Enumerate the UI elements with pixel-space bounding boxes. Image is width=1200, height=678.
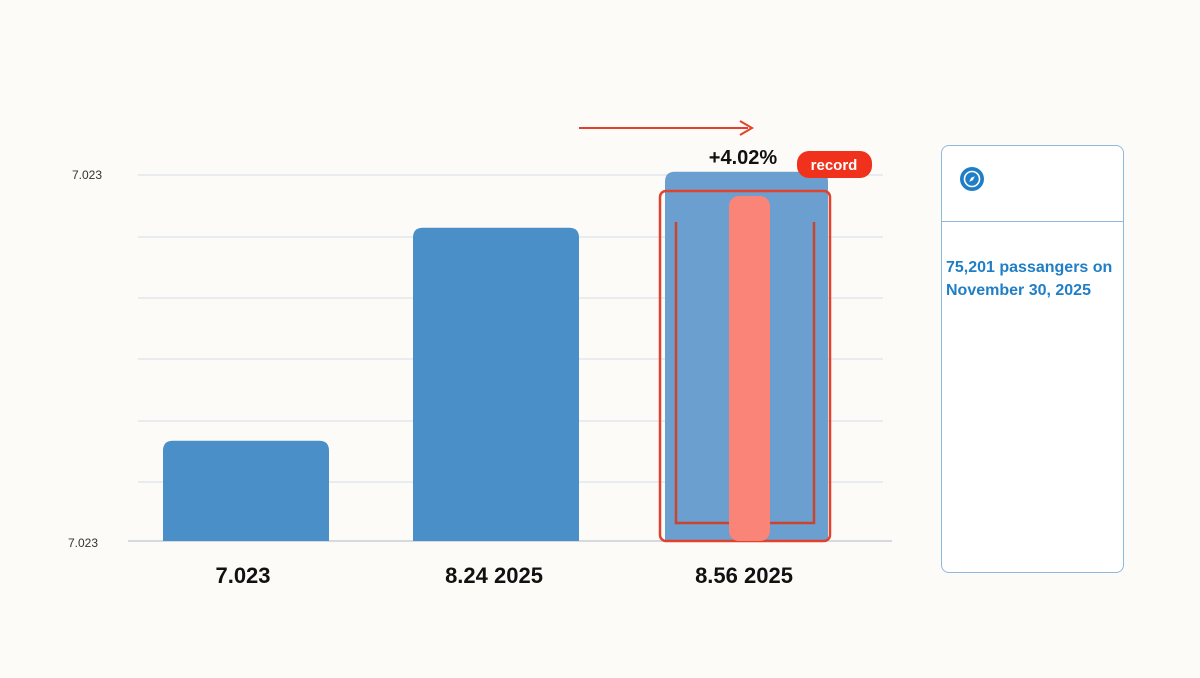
info-card: 75,201 passangers on November 30, 2025 xyxy=(941,145,1124,573)
info-card-header xyxy=(942,146,1123,222)
y-tick-label-bottom: 7.023 xyxy=(68,536,98,550)
bar-0 xyxy=(163,440,329,541)
category-label-2: 8.56 2025 xyxy=(695,563,793,588)
trend-arrowhead xyxy=(739,120,754,136)
category-label-1: 8.24 2025 xyxy=(445,563,543,588)
compass-icon xyxy=(960,167,984,191)
record-stripe xyxy=(729,196,770,541)
change-label: +4.02% xyxy=(709,147,778,169)
bars xyxy=(163,171,828,541)
info-card-text: 75,201 passangers on November 30, 2025 xyxy=(946,259,1113,300)
record-badge-label: record xyxy=(811,157,858,174)
bar-1 xyxy=(413,227,579,541)
category-labels: 7.023 8.24 2025 8.56 2025 xyxy=(215,563,792,588)
category-label-0: 7.023 xyxy=(215,563,270,588)
record-badge xyxy=(797,151,872,178)
y-tick-label-top: 7.023 xyxy=(72,168,102,182)
